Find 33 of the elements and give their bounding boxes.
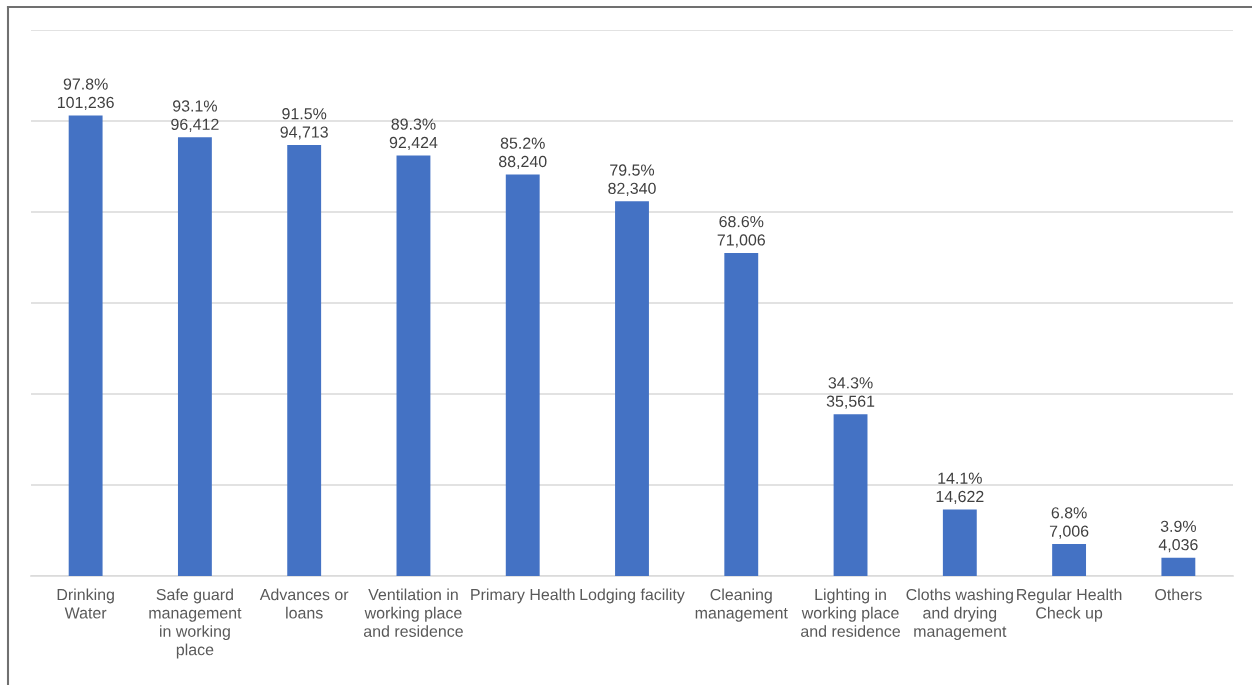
x-tick-label: Cloths washing and drying management [906,588,1013,641]
bar [833,414,868,576]
bar [287,145,322,576]
bar [177,137,212,576]
data-label: 68.6% 71,006 [717,215,765,248]
data-label: 93.1% 96,412 [171,100,219,132]
x-tick-label: Others [1155,588,1202,601]
bar [1052,544,1087,576]
x-tick-label: Lodging facility [580,588,685,604]
bar [1161,557,1196,576]
bar [942,509,977,576]
x-tick-label: Advances or loans [259,588,349,619]
bar [505,174,540,576]
data-label: 97.8% 101,236 [57,78,114,110]
bar [396,155,431,576]
data-label: 14.1% 14,622 [936,472,984,505]
x-tick-label: Cleaning management [695,588,788,622]
data-label: 91.5% 94,713 [280,108,328,140]
data-label: 79.5% 82,340 [608,164,656,196]
bar [615,201,649,576]
x-tick-label: Ventilation in working place and residence [363,588,463,637]
x-tick-label: Regular Health Check up [1017,588,1122,622]
data-label: 6.8% 7,006 [1049,507,1089,539]
bar [68,115,103,576]
x-tick-label: Drinking Water [57,588,114,619]
x-tick-label: Lighting in working place and residence [801,588,901,637]
data-label: 89.3% 92,424 [389,118,438,151]
bar [724,252,759,576]
data-label: 3.9% 4,036 [1158,520,1198,553]
data-label: 85.2% 88,240 [499,137,547,170]
data-label: 34.3% 35,561 [826,377,875,409]
x-tick-label: Safe guard management in working place [149,588,242,659]
x-tick-label: Primary Health [471,588,575,604]
